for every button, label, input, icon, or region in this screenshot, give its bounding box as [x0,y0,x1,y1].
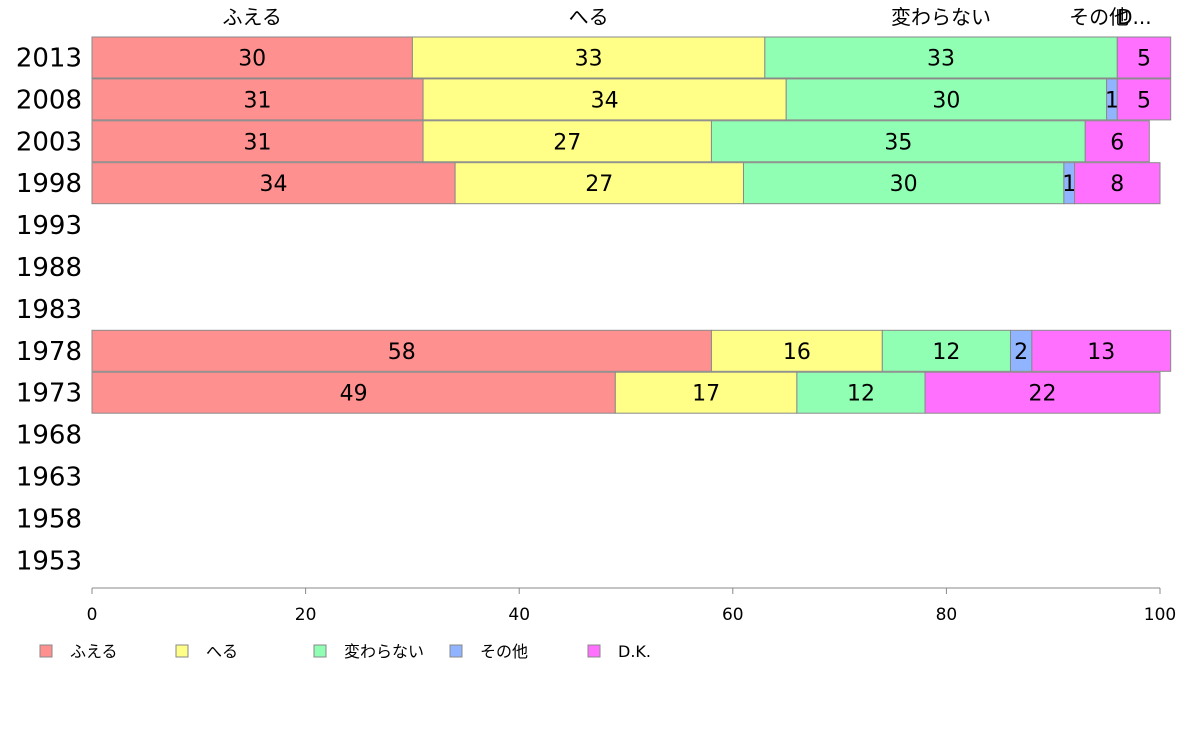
bar-segment-1978-0 [91,329,712,372]
legend-label-3: その他 [480,642,528,661]
legend-swatch-0 [39,644,53,658]
year-label-1968: 1968 [16,421,82,451]
data-label-1998-4: 8 [1110,172,1124,197]
bar-segment-2003-2 [710,120,1086,163]
bar-segment-1998-2 [742,162,1065,205]
data-label-1973-2: 12 [847,382,875,407]
bar-segment-2008-4 [1116,78,1172,121]
year-label-1953: 1953 [16,546,82,576]
data-label-1978-0: 58 [388,340,416,365]
data-label-1973-4: 22 [1029,382,1057,407]
bar-segment-1973-1 [614,371,798,414]
x-tick-label-100: 100 [1144,605,1176,625]
x-tick-label-40: 40 [508,605,530,625]
data-label-2008-3: 1 [1105,88,1119,113]
data-label-2003-0: 31 [244,130,272,155]
data-label-1998-3: 1 [1062,172,1076,197]
year-label-1998: 1998 [16,169,82,199]
legend-swatch-4 [587,644,601,658]
data-label-2003-2: 35 [884,130,912,155]
year-label-1978: 1978 [16,337,82,367]
data-label-1973-1: 17 [692,382,720,407]
year-label-2013: 2013 [16,44,82,74]
bar-segment-2008-2 [785,78,1108,121]
year-label-2003: 2003 [16,127,82,157]
top-label-4: D... [1117,5,1151,29]
bar-segment-2013-2 [764,36,1118,79]
data-label-2008-4: 5 [1137,88,1151,113]
bar-segment-2013-4 [1116,36,1172,79]
data-label-1978-4: 13 [1087,340,1115,365]
bar-segment-1978-4 [1031,329,1172,372]
legend-label-0: ふえる [70,642,118,661]
data-label-1978-1: 16 [783,340,811,365]
data-label-2008-2: 30 [932,88,960,113]
top-label-1: へる [569,5,609,29]
bar-segment-2008-1 [422,78,787,121]
year-label-1963: 1963 [16,463,82,493]
x-tick-label-60: 60 [722,605,744,625]
data-label-2008-1: 34 [591,88,619,113]
bar-segment-1998-0 [91,162,456,205]
legend-label-1: へる [206,642,238,661]
data-label-1998-1: 27 [585,172,613,197]
data-label-1973-0: 49 [340,382,368,407]
legend-swatch-3 [449,644,463,658]
year-label-1973: 1973 [16,379,82,409]
bar-segment-2003-4 [1084,120,1150,163]
data-label-1998-2: 30 [890,172,918,197]
bar-segment-2013-1 [411,36,766,79]
legend-label-2: 変わらない [344,642,424,661]
legend-swatch-2 [313,644,327,658]
legend-swatch-1 [175,644,189,658]
year-label-2008: 2008 [16,85,82,115]
data-label-2013-2: 33 [927,47,955,72]
bar-segment-1973-0 [91,371,616,414]
year-label-1983: 1983 [16,295,82,325]
year-label-1993: 1993 [16,211,82,241]
data-label-2003-4: 6 [1110,130,1124,155]
data-label-1998-0: 34 [260,172,288,197]
data-label-2013-4: 5 [1137,47,1151,72]
year-label-1988: 1988 [16,253,82,283]
data-label-2003-1: 27 [553,130,581,155]
data-label-1978-3: 2 [1014,340,1028,365]
bar-segment-1978-1 [710,329,883,372]
x-tick-label-0: 0 [87,605,98,625]
year-label-1958: 1958 [16,504,82,534]
legend-label-4: D.K. [618,642,651,661]
bar-segment-2013-0 [91,36,413,79]
data-label-1978-2: 12 [932,340,960,365]
top-label-0: ふえる [222,5,281,29]
data-label-2008-0: 31 [244,88,272,113]
bar-segment-2008-0 [91,78,424,121]
top-label-2: 変わらない [891,5,991,29]
bar-segment-1998-4 [1074,162,1161,205]
x-tick-label-20: 20 [295,605,317,625]
bar-segment-1973-2 [796,371,926,414]
data-label-2013-0: 30 [238,47,266,72]
bar-segment-1998-1 [454,162,744,205]
top-label-3: その他 [1069,5,1129,29]
x-tick-label-80: 80 [936,605,958,625]
bar-segment-1978-2 [881,329,1011,372]
data-label-2013-1: 33 [575,47,603,72]
bar-segment-1973-4 [924,371,1161,414]
bar-segment-2003-0 [91,120,424,163]
